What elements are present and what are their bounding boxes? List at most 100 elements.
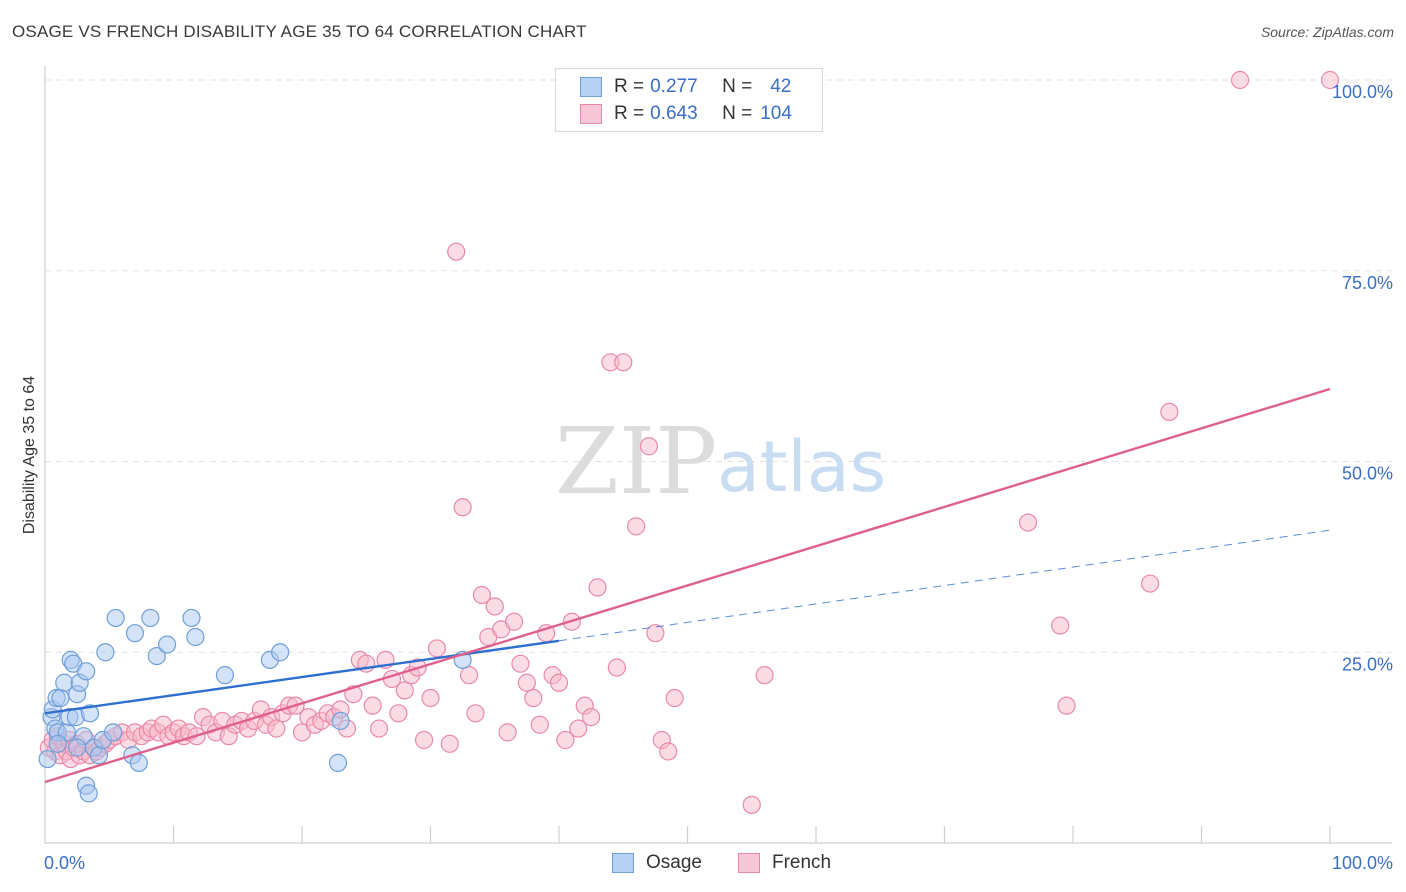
french-point [659, 742, 678, 761]
french-point [1051, 616, 1070, 635]
french-swatch [580, 104, 602, 124]
osage-point [331, 711, 350, 731]
r-label: R = [614, 76, 645, 97]
french-point [453, 498, 472, 517]
osage-point [51, 688, 70, 708]
french-point [1160, 402, 1179, 422]
watermark-zip: ZIP [555, 408, 717, 515]
osage-point [48, 734, 67, 753]
french-point [472, 585, 491, 605]
osage-point [328, 753, 348, 772]
french-point [485, 597, 504, 616]
osage-trend-line [44, 639, 560, 715]
osage-point [147, 646, 166, 666]
french-point [517, 673, 536, 692]
french-point [504, 612, 524, 631]
french-point [639, 437, 659, 456]
osage-point [68, 738, 87, 757]
french-point [742, 795, 761, 814]
osage-point [104, 723, 123, 742]
n-label: N = [722, 76, 753, 97]
french-point [511, 654, 530, 673]
osage-point [125, 624, 145, 643]
y-tick-label: 50.0% [1342, 464, 1393, 484]
french-point [665, 688, 684, 708]
french-point [569, 719, 588, 738]
french-point [556, 730, 575, 750]
osage-point [96, 643, 115, 662]
series-legend: Osage French [612, 852, 867, 874]
french-point [466, 704, 485, 723]
n-value: 104 [760, 103, 792, 124]
osage-points [38, 608, 472, 803]
osage-point [182, 608, 201, 628]
french-point [267, 719, 286, 738]
y-tick-label: 25.0% [1342, 654, 1393, 674]
french-point [498, 723, 517, 742]
french-point [646, 624, 665, 643]
chart-title: OSAGE VS FRENCH DISABILITY AGE 35 TO 64 … [12, 22, 587, 41]
french-point [1230, 70, 1250, 90]
french-point [395, 681, 414, 700]
osage-point [77, 662, 96, 681]
osage-point [157, 635, 177, 654]
french-point [582, 708, 601, 727]
french-point [1018, 513, 1038, 532]
french-point [440, 734, 459, 753]
french-point [414, 730, 434, 750]
legend-row-osage: R = 0.277 N = 42 [580, 75, 791, 99]
x-tick-label-min: 0.0% [44, 853, 85, 873]
osage-point [215, 666, 234, 685]
french-point [588, 578, 607, 597]
osage-swatch [580, 77, 602, 97]
osage-point [129, 753, 148, 772]
french-point [363, 696, 382, 715]
french-points [39, 70, 1340, 814]
legend-label-french: French [771, 852, 832, 873]
watermark-atlas: atlas [717, 426, 886, 508]
n-label: N = [722, 103, 753, 124]
french-point [549, 673, 569, 692]
y-tick-label: 75.0% [1342, 273, 1393, 293]
osage-point [271, 643, 290, 662]
osage-swatch [612, 853, 634, 873]
legend-item-french[interactable]: French [737, 852, 832, 874]
trend-lines [44, 387, 1331, 784]
tick-labels: 25.0% 50.0% 75.0% 100.0% 0.0% 100.0% [44, 82, 1393, 873]
french-point [421, 688, 440, 708]
french-trend-line [44, 387, 1331, 784]
x-tick-label-max: 100.0% [1332, 853, 1393, 873]
r-value: 0.643 [650, 103, 698, 124]
legend-item-osage[interactable]: Osage [612, 852, 702, 874]
french-point [614, 353, 633, 372]
legend-label-osage: Osage [646, 852, 702, 873]
n-value: 42 [770, 76, 792, 97]
osage-point [38, 749, 57, 769]
french-point [524, 688, 543, 708]
french-point [427, 639, 447, 658]
osage-point [89, 746, 109, 765]
osage-point [141, 608, 160, 628]
osage-point [79, 784, 98, 803]
french-point [370, 719, 389, 738]
french-point [389, 704, 408, 723]
french-point [459, 666, 479, 685]
french-point [530, 715, 549, 734]
french-point [1057, 696, 1076, 715]
french-point [1140, 574, 1160, 593]
r-value: 0.277 [650, 76, 698, 97]
gridlines [45, 79, 1392, 653]
legend-row-french: R = 0.643 N = 104 [580, 102, 792, 126]
french-point [607, 658, 626, 677]
y-tick-label: 100.0% [1332, 82, 1393, 102]
osage-point [80, 704, 100, 723]
source-label: Source: ZipAtlas.com [1260, 24, 1394, 40]
french-point [447, 242, 466, 261]
french-swatch [737, 853, 760, 873]
stats-legend: R = 0.277 N = 42 R = 0.643 N = 104 [555, 68, 823, 132]
french-point [755, 666, 774, 685]
french-point [1320, 70, 1340, 90]
osage-point [106, 608, 125, 628]
french-point [626, 517, 646, 536]
